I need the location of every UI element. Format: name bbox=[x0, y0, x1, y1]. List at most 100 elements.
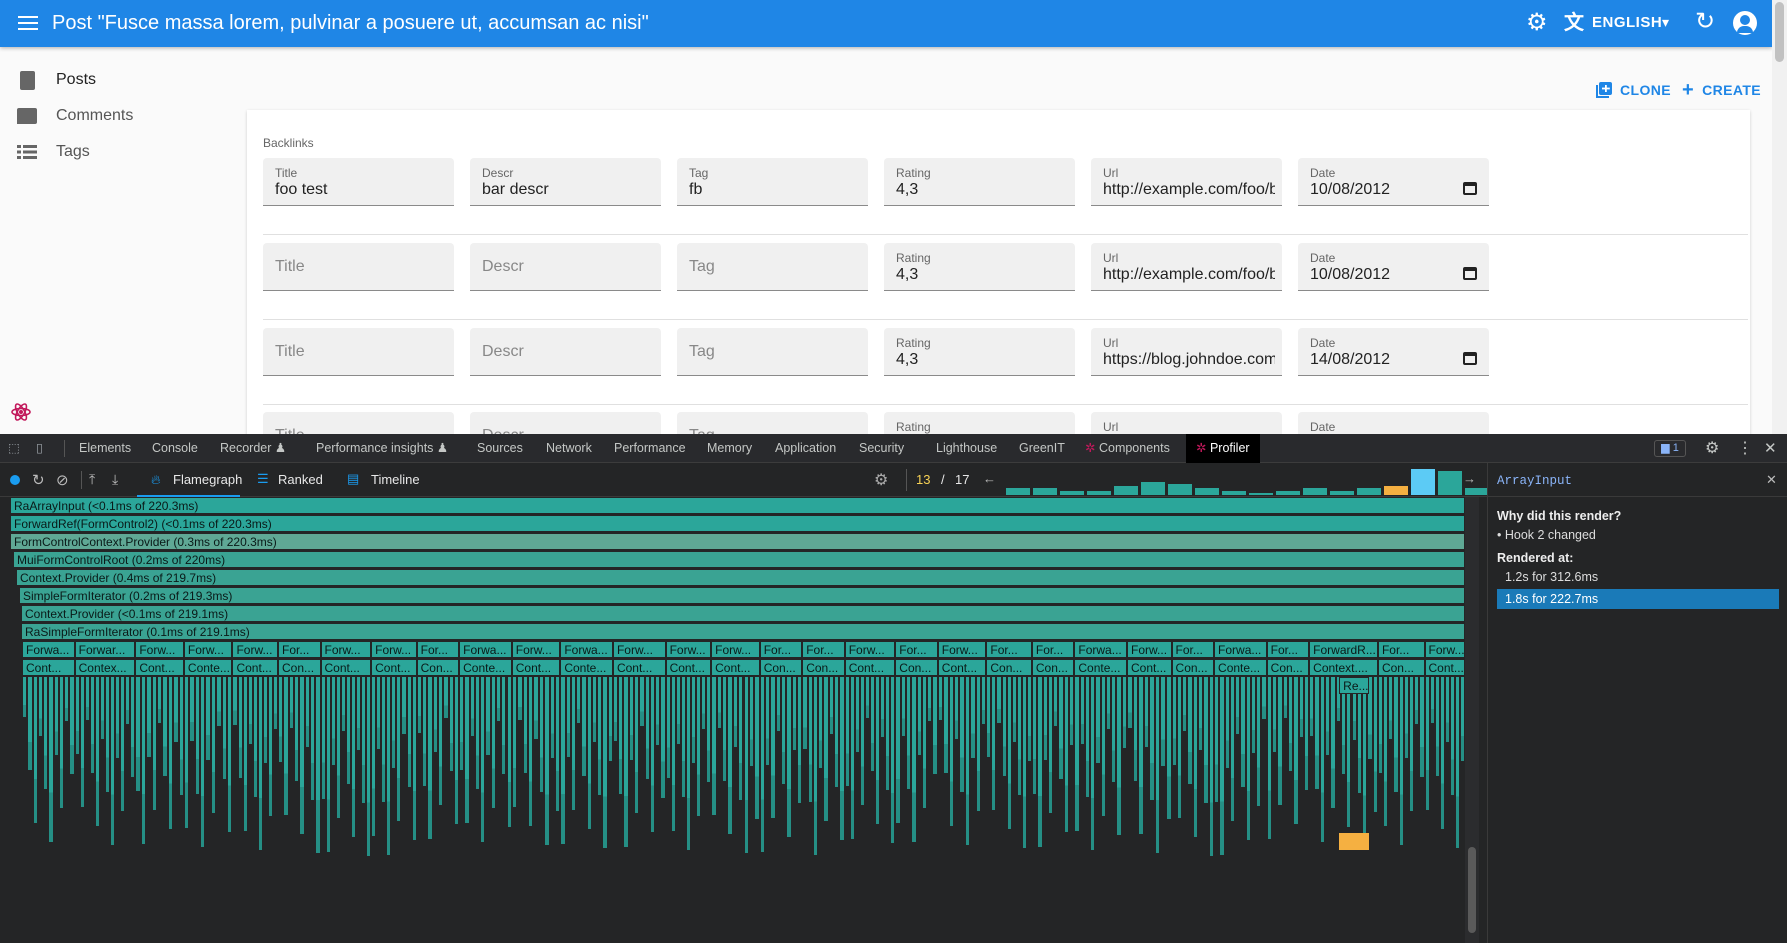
flamegraph-stack[interactable] bbox=[1199, 677, 1203, 750]
flamegraph-stack[interactable] bbox=[1262, 677, 1266, 719]
flamegraph-stack[interactable] bbox=[100, 677, 104, 739]
tab-greenit[interactable]: GreenIT bbox=[1019, 441, 1065, 455]
flamegraph-stack[interactable] bbox=[1193, 677, 1198, 837]
flamegraph-stack[interactable] bbox=[141, 677, 146, 844]
flamegraph-stack[interactable] bbox=[896, 677, 900, 823]
backlink-url-field[interactable]: Urlhttps://blog.johndoe.com/2012/08/12/f… bbox=[1091, 328, 1282, 376]
backlink-title-field[interactable]: Title foo test bbox=[263, 158, 454, 206]
clear-profile-icon[interactable]: ⊘ bbox=[56, 472, 69, 489]
sidebar-item-posts[interactable]: Posts bbox=[16, 65, 96, 95]
flamegraph-node[interactable]: Forw... bbox=[371, 641, 417, 658]
scrollbar-thumb[interactable] bbox=[1468, 847, 1476, 933]
flamegraph-stack[interactable] bbox=[38, 677, 43, 736]
flamegraph-stack[interactable] bbox=[412, 677, 416, 840]
more-options-icon[interactable]: ⋮ bbox=[1737, 440, 1753, 457]
flamegraph-stack[interactable] bbox=[992, 677, 996, 810]
commit-bar[interactable] bbox=[1195, 488, 1219, 495]
backlink-rating-field[interactable]: Rating 4,3 bbox=[884, 328, 1075, 376]
flamegraph-stack[interactable] bbox=[201, 677, 205, 847]
flamegraph-stack[interactable] bbox=[571, 677, 576, 810]
flamegraph-stack[interactable] bbox=[417, 677, 421, 733]
flamegraph-stack[interactable] bbox=[534, 677, 538, 739]
flamegraph-stack[interactable] bbox=[987, 677, 991, 757]
flamegraph-node[interactable]: Con... bbox=[986, 659, 1032, 676]
flamegraph-stack[interactable] bbox=[792, 677, 796, 750]
flamegraph-node[interactable]: ForwardRef(FormControl2) (<0.1ms of 220.… bbox=[10, 515, 1465, 532]
flamegraph-stack[interactable] bbox=[475, 677, 480, 789]
flamegraph-stack[interactable] bbox=[54, 677, 58, 755]
flamegraph-stack[interactable] bbox=[1415, 677, 1419, 724]
flamegraph-stack[interactable] bbox=[1054, 677, 1058, 726]
flamegraph-node[interactable]: Cont... bbox=[1127, 659, 1172, 676]
flamegraph-node[interactable]: Con... bbox=[759, 659, 803, 676]
flamegraph-node[interactable]: Cont... bbox=[665, 659, 712, 676]
flamegraph-stack[interactable] bbox=[184, 677, 189, 828]
flamegraph-stack[interactable] bbox=[813, 677, 818, 855]
previous-commit-icon[interactable]: ← bbox=[983, 471, 996, 486]
flamegraph-stack[interactable] bbox=[1215, 677, 1219, 802]
flamegraph-stack[interactable] bbox=[766, 677, 770, 765]
flamegraph-node[interactable]: Conte... bbox=[1214, 659, 1267, 676]
flamegraph-node[interactable]: RaArrayInput (<0.1ms of 220.3ms) bbox=[10, 497, 1465, 514]
flamegraph-stack[interactable] bbox=[75, 677, 79, 754]
flamegraph-stack[interactable] bbox=[367, 677, 371, 856]
flamegraph-stack[interactable] bbox=[1246, 677, 1250, 840]
flamegraph-node[interactable]: Con... bbox=[1171, 659, 1215, 676]
flamegraph-stack[interactable] bbox=[1096, 677, 1100, 763]
flamegraph-stack[interactable] bbox=[428, 677, 432, 839]
render-entry-selected[interactable]: 1.8s for 222.7ms bbox=[1497, 589, 1779, 609]
calendar-icon[interactable] bbox=[1463, 182, 1477, 195]
tab-performance-insights[interactable]: Performance insights ♟ bbox=[316, 434, 448, 463]
flamegraph-node[interactable]: For... bbox=[1266, 641, 1310, 658]
flamegraph-stack[interactable] bbox=[1117, 677, 1121, 835]
flamegraph-stack[interactable] bbox=[253, 677, 257, 797]
flamegraph-stack[interactable] bbox=[65, 677, 69, 721]
flamegraph-node[interactable]: Context.Provider (0.4ms of 219.7ms) bbox=[16, 569, 1465, 586]
flamegraph-stack[interactable] bbox=[717, 677, 721, 728]
close-devtools-icon[interactable]: ✕ bbox=[1764, 440, 1777, 457]
flamegraph-stack[interactable] bbox=[681, 677, 685, 797]
flamegraph-node[interactable]: Re... bbox=[1339, 677, 1370, 694]
flamegraph-stack[interactable] bbox=[111, 677, 115, 845]
render-entry[interactable]: 1.2s for 312.6ms bbox=[1497, 567, 1779, 587]
flamegraph-stack[interactable] bbox=[771, 677, 775, 818]
flamegraph-stack[interactable] bbox=[121, 677, 125, 811]
flamegraph-node[interactable]: Forw... bbox=[1424, 641, 1465, 658]
flamegraph-stack[interactable] bbox=[744, 677, 748, 853]
flamegraph-stack[interactable] bbox=[190, 677, 194, 741]
flamegraph-node[interactable]: For... bbox=[1171, 641, 1215, 658]
flamegraph-node[interactable]: For... bbox=[759, 641, 803, 658]
flamegraph-stack[interactable] bbox=[1267, 677, 1271, 839]
flamegraph-stack[interactable] bbox=[1080, 677, 1084, 744]
issues-badge[interactable]: ▆ 1 bbox=[1654, 440, 1686, 457]
flamegraph-stack[interactable] bbox=[566, 677, 570, 757]
flamegraph-node[interactable]: Con... bbox=[278, 659, 321, 676]
flamegraph-node[interactable]: Contex... bbox=[74, 659, 136, 676]
flamegraph-stack[interactable] bbox=[206, 677, 210, 760]
flamegraph-node[interactable]: For... bbox=[1031, 641, 1075, 658]
flamegraph-stack[interactable] bbox=[1022, 677, 1026, 848]
flamegraph-stack[interactable] bbox=[1032, 677, 1037, 794]
flamegraph-stack[interactable] bbox=[701, 677, 706, 729]
flamegraph-stack[interactable] bbox=[1133, 677, 1138, 781]
flamegraph-stack[interactable] bbox=[550, 677, 554, 758]
flamegraph-stack[interactable] bbox=[933, 677, 937, 774]
flamegraph-stack[interactable] bbox=[105, 677, 110, 792]
flamegraph-stack[interactable] bbox=[243, 677, 247, 831]
flamegraph-node[interactable]: For... bbox=[986, 641, 1032, 658]
flamegraph-stack[interactable] bbox=[808, 677, 812, 802]
flamegraph-node[interactable]: Conte... bbox=[560, 659, 613, 676]
flamegraph-stack[interactable] bbox=[928, 677, 932, 721]
flamegraph-stack[interactable] bbox=[33, 677, 37, 823]
flamegraph-stack[interactable] bbox=[845, 677, 849, 786]
flamegraph-stack[interactable] bbox=[486, 677, 490, 755]
flamegraph-node[interactable]: Con... bbox=[895, 659, 938, 676]
commit-bar[interactable] bbox=[1222, 491, 1246, 495]
flamegraph-stack[interactable] bbox=[696, 677, 700, 816]
flamegraph-stack[interactable] bbox=[433, 677, 437, 752]
flamegraph-stack[interactable] bbox=[85, 677, 89, 720]
commit-bar[interactable] bbox=[1276, 491, 1300, 495]
flamegraph-stack[interactable] bbox=[555, 677, 560, 811]
flamegraph-stack[interactable] bbox=[1257, 677, 1261, 806]
flamegraph-stack[interactable] bbox=[341, 677, 345, 731]
